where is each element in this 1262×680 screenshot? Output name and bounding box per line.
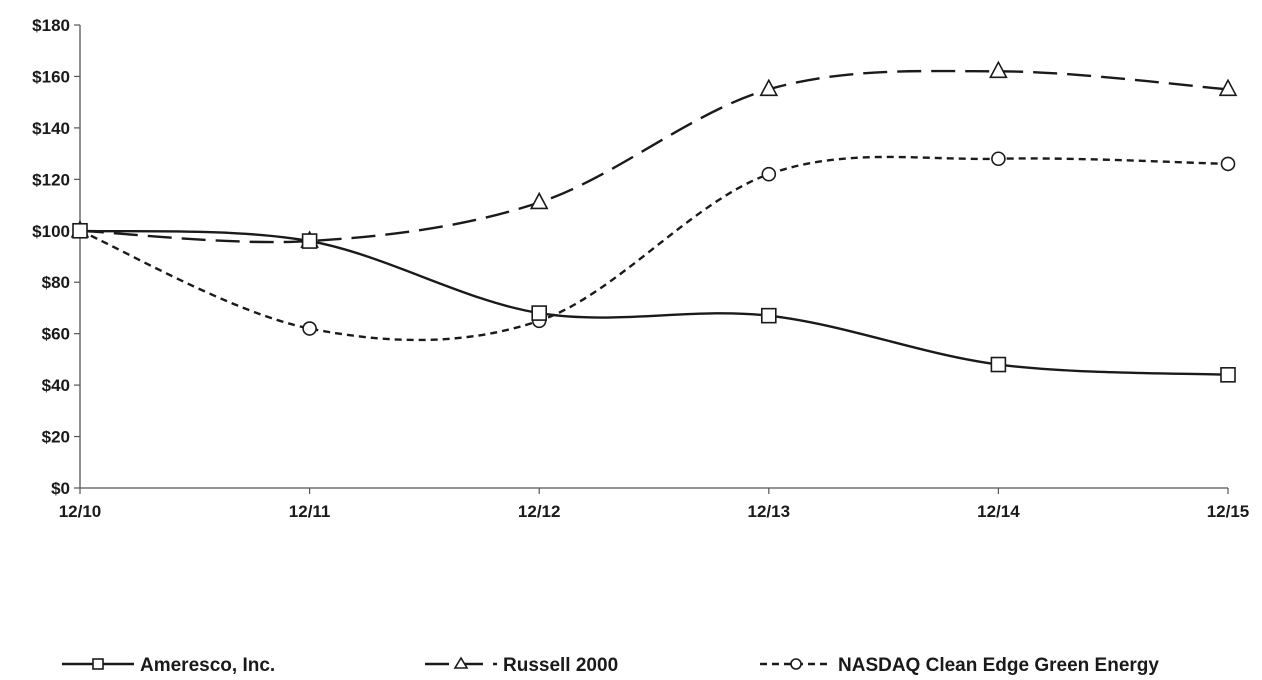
legend: Ameresco, Inc. Russell 2000 NASDAQ Clean E… (62, 655, 1159, 676)
data-point-ameresco-inc (531, 305, 548, 321)
data-point-russell-2000 (1218, 78, 1238, 97)
legend-marker (790, 658, 802, 670)
legend-item-russell-2000: Russell 2000 (425, 655, 618, 676)
y-tick-label: $80 (42, 273, 70, 292)
axes: $0 $20 $40 $60 $80 $100 $120 $140 $160 $180 12/10 1… (32, 16, 1249, 521)
legend-marker (453, 656, 469, 669)
series-group (70, 60, 1238, 383)
y-tick-label: $140 (32, 119, 70, 138)
legend-label: Russell 2000 (503, 655, 618, 675)
data-point-ameresco-inc (72, 222, 88, 239)
x-tick-label: 12/10 (59, 502, 102, 521)
data-point-ameresco-inc (990, 356, 1007, 373)
data-point-nasdaq-clean-edge-green-energy (302, 321, 317, 336)
y-tick-label: $0 (51, 479, 70, 498)
y-tick-label: $40 (42, 376, 70, 395)
data-point-nasdaq-clean-edge-green-energy (1220, 156, 1236, 172)
series-line-russell-2000 (79, 69, 1229, 244)
data-point-russell-2000 (529, 191, 549, 210)
series-line-nasdaq-clean-edge-green-energy (79, 155, 1229, 342)
y-tick-label: $120 (32, 170, 70, 189)
y-tick-label: $100 (32, 222, 70, 241)
data-point-russell-2000 (989, 60, 1008, 79)
legend-marker (92, 658, 104, 670)
data-point-russell-2000 (759, 78, 779, 97)
y-tick-label: $180 (32, 16, 70, 35)
x-tick-label: 12/11 (289, 502, 331, 521)
series-russell-2000 (70, 60, 1238, 248)
x-tick-label: 12/15 (1207, 502, 1250, 521)
x-tick-label: 12/14 (977, 502, 1020, 521)
data-point-nasdaq-clean-edge-green-energy (991, 151, 1006, 167)
legend-label: NASDAQ Clean Edge Green Energy (838, 655, 1159, 675)
y-tick-label: $20 (42, 428, 70, 447)
legend-item-nasdaq-clean-edge-green-energy: NASDAQ Clean Edge Green Energy (760, 655, 1159, 676)
data-point-ameresco-inc (301, 233, 318, 249)
y-tick-label: $60 (42, 325, 70, 344)
series-line-ameresco-inc (79, 229, 1229, 377)
data-point-nasdaq-clean-edge-green-energy (761, 166, 777, 182)
y-tick-label: $160 (32, 67, 70, 86)
series-ameresco-inc (72, 222, 1236, 383)
series-nasdaq-clean-edge-green-energy (72, 151, 1236, 342)
legend-label: Ameresco, Inc. (140, 655, 275, 675)
x-tick-label: 12/13 (748, 502, 791, 521)
x-tick-label: 12/12 (518, 502, 561, 521)
data-point-ameresco-inc (1220, 367, 1236, 383)
legend-item-ameresco-inc: Ameresco, Inc. (62, 655, 275, 676)
data-point-ameresco-inc (760, 307, 777, 324)
